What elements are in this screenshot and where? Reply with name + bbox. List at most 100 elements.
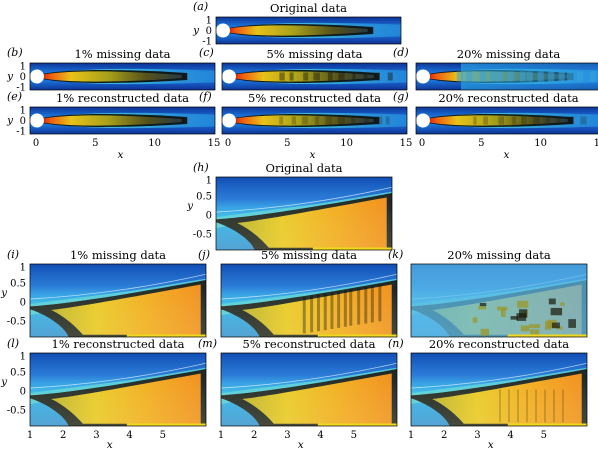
panel-letter: (l) [7,337,19,350]
panel-letter: (h) [193,161,209,174]
block-artefact [526,389,528,423]
panel-letter: (b) [7,46,23,59]
field-glow [221,264,397,337]
x-tick-label: 5 [284,138,290,149]
wake-core [232,115,374,126]
block-artefact [338,72,345,81]
block-artefact [352,72,356,81]
missing-block [529,324,541,329]
missing-block [456,71,463,82]
y-tick-label: 0 [20,72,26,83]
field-k [411,264,587,337]
panel-frame [29,263,207,338]
panel-letter: (f) [199,90,212,103]
missing-block [576,71,583,82]
missing-block [496,306,508,311]
x-tick-label: 10 [148,138,161,149]
missing-block [548,298,556,305]
wake-core [226,25,368,36]
x-tick-label: 1 [218,430,224,441]
y-axis-label: y [0,287,8,299]
missing-block [472,317,478,323]
panel-title: 1% reconstructed data [56,91,189,105]
panel-title: Original data [266,161,343,175]
y-tick-label: 0 [206,26,212,37]
x-tick-label: 10 [534,138,547,149]
panel-d: 20% missing data (d) [393,46,598,91]
cylinder [222,69,236,84]
block-artefact [544,389,546,423]
panel-frame [29,62,216,91]
y-axis-label: y [6,71,14,83]
missing-block [478,306,487,310]
field-glow [30,264,206,337]
block-artefact [378,284,382,322]
panel-letter: (m) [198,337,217,350]
block-artefact [314,116,320,125]
field-glow [216,177,392,250]
block-artefact [363,72,368,81]
block-artefact [521,116,527,125]
y-tick-label: 0 [20,297,26,308]
block-artefact [313,72,320,81]
y-tick-label: 0 [20,386,26,397]
y-axis-label: y [186,200,194,212]
wake-core [40,115,182,126]
cylinder [416,113,430,128]
x-tick-label: 15 [594,138,598,149]
missing-block [480,328,490,336]
x-tick-label: 15 [208,138,221,149]
x-axis-label: x [488,439,494,448]
panel-l: 1% reconstructed data (l) [7,337,207,427]
field-l [30,353,206,426]
cylinder [30,69,44,84]
y-tick-label: 1 [206,16,212,27]
missing-block [567,71,574,82]
panel-letter: (k) [388,248,403,261]
bottom-stripe [507,334,587,337]
panel-k: 20% missing data (k) [388,248,588,338]
x-tick-label: 15 [400,138,413,149]
x-axis-label: x [118,149,124,161]
bottom-stripe [317,334,397,337]
bottom-stripe [312,247,392,250]
y-tick-label: 0.5 [196,191,212,202]
x-tick-label: 4 [126,430,132,441]
x-tick-label: 5 [478,138,484,149]
layer-edge [30,362,206,389]
missing-block [526,71,533,82]
missing-block [489,71,496,82]
y-tick-label: 0.5 [10,278,26,289]
panel-title: 20% reconstructed data [429,337,569,351]
missing-block [466,71,473,82]
cylinder [216,23,230,38]
block-artefact [349,289,353,326]
block-artefact [483,116,488,125]
field-glow [30,353,206,426]
x-tick-label: 5 [541,430,547,441]
field-g [416,107,598,134]
block-artefact [570,116,575,125]
x-tick-label: 3 [474,430,480,441]
y-tick-label: -1 [16,127,26,138]
y-tick-label: 0 [206,210,212,221]
panel-title: 1% reconstructed data [52,337,185,351]
y-tick-label: -1 [16,83,26,94]
x-tick-label: 1 [27,430,33,441]
y-tick-label: 1 [206,175,212,186]
panel-h: Original data (h) [193,161,393,251]
block-artefact [580,116,587,125]
y-axis-label: y [6,115,14,127]
block-artefact [511,116,517,125]
panel-frame [215,176,393,251]
block-artefact [535,389,537,423]
block-artefact [302,296,306,334]
panel-title: Original data [270,1,347,15]
block-artefact [364,116,369,125]
panel-frame [221,106,408,135]
block-artefact [337,291,341,328]
block-artefact [330,292,334,329]
